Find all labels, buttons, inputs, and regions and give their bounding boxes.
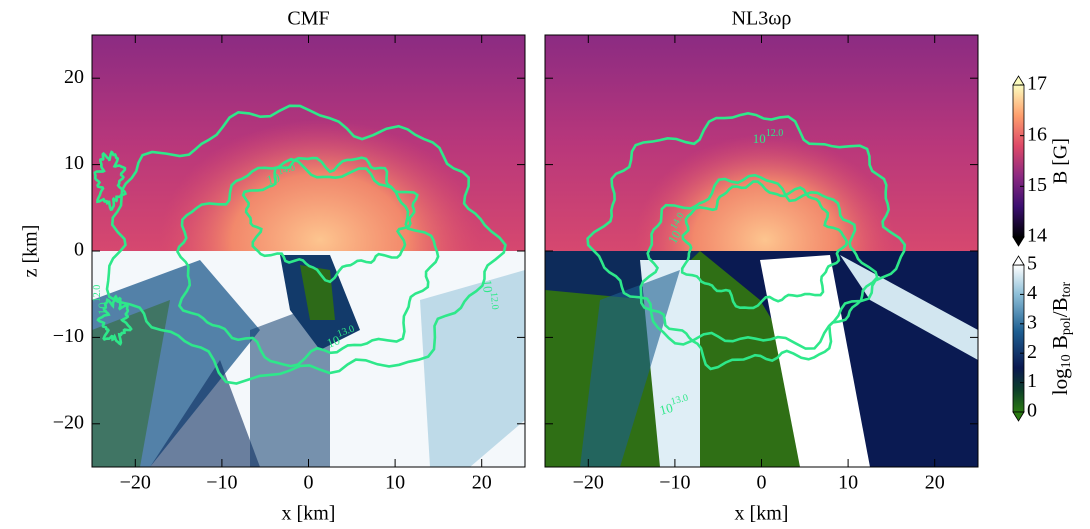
colorbar-label-part: /B [1048, 297, 1072, 317]
colorbar-tick-label: 5 [1027, 253, 1037, 275]
colorbar-label-part: 10 [1059, 354, 1074, 368]
colorbar-label-part: log [1048, 368, 1072, 395]
contour-line [586, 111, 907, 350]
contour-line [93, 150, 127, 212]
colorbar [1012, 264, 1025, 413]
contour-label: 1014.0 [264, 163, 298, 188]
contour-label-exponent: 12.0 [488, 292, 500, 310]
contour-label: 1012.0 [753, 128, 784, 146]
x-tick-label: 10 [838, 472, 858, 494]
contour-label-base: 10 [95, 302, 110, 315]
contour-label: 1012.0 [92, 285, 110, 316]
contour-label-exponent: 12.0 [766, 128, 784, 139]
y-tick-label: 20 [64, 66, 84, 88]
colorbar-tick-label: 1 [1027, 370, 1037, 392]
colorbar-tick-label: 3 [1027, 311, 1037, 333]
y-tick-label: 0 [74, 239, 84, 261]
contour-line [680, 180, 849, 310]
contour-label-base: 10 [265, 170, 281, 188]
contour-label: 1012.0 [480, 279, 500, 311]
colorbar-label-part: pol [1059, 317, 1074, 335]
y-axis-label: z [km] [20, 225, 42, 278]
contour-label-exponent: 12.0 [92, 285, 103, 303]
contour-line [241, 156, 419, 284]
heatmap-nl3 [545, 35, 978, 467]
colorbar-label: B [G] [1050, 138, 1072, 184]
colorbar-tick-label: 4 [1027, 282, 1037, 304]
panel-title: NL3ωρ [732, 8, 792, 30]
colorbar-tick-label: 17 [1027, 73, 1047, 95]
contour-label-base: 10 [658, 400, 674, 418]
colorbar-label-part: B [1048, 335, 1072, 354]
colorbar-tick-label: 14 [1027, 225, 1047, 247]
colorbar-tick-label: 16 [1027, 123, 1047, 145]
y-tick-label: −20 [53, 411, 84, 433]
x-tick-label: −20 [573, 472, 604, 494]
contour-label-base: 10 [665, 227, 684, 246]
contour-label-exponent: 14.0 [277, 163, 297, 178]
colorbar-extend [1012, 75, 1025, 86]
x-tick-label: 20 [925, 472, 945, 494]
x-axis-label: x [km] [282, 503, 336, 525]
colorbar-label: log10 Bpol/Btor [1048, 281, 1074, 395]
colorbar-extend [1012, 255, 1025, 266]
contour-group [586, 111, 907, 371]
x-tick-label: −20 [120, 472, 151, 494]
y-tick-label: 10 [64, 152, 84, 174]
x-tick-label: 0 [304, 472, 314, 494]
x-tick-label: 20 [472, 472, 492, 494]
contour-label-exponent: 13.0 [670, 393, 690, 408]
colorbar-label-part: tor [1059, 281, 1074, 297]
contour-line [96, 294, 133, 346]
colorbar-extend [1012, 411, 1025, 422]
colorbar-extend [1012, 236, 1025, 247]
colorbar-tick-label: 15 [1027, 174, 1047, 196]
contour-label-base: 10 [480, 279, 496, 293]
contour-label: 1013.0 [657, 393, 691, 418]
contour-label-base: 10 [753, 131, 766, 146]
x-tick-label: 0 [757, 472, 767, 494]
contour-line [639, 173, 879, 371]
contour-group [93, 104, 507, 385]
x-tick-label: 10 [385, 472, 405, 494]
colorbar [1012, 84, 1025, 238]
contour-label-base: 10 [325, 332, 342, 351]
x-axis-label: x [km] [735, 503, 789, 525]
contour-line [176, 157, 440, 368]
colorbar-tick-label: 0 [1027, 400, 1037, 422]
heatmap-cmf [92, 35, 525, 467]
x-tick-label: −10 [206, 472, 237, 494]
panel-title: CMF [287, 8, 329, 30]
x-tick-label: −10 [659, 472, 690, 494]
contour-line [105, 104, 507, 385]
colorbar-tick-label: 2 [1027, 341, 1037, 363]
y-tick-label: −10 [53, 325, 84, 347]
